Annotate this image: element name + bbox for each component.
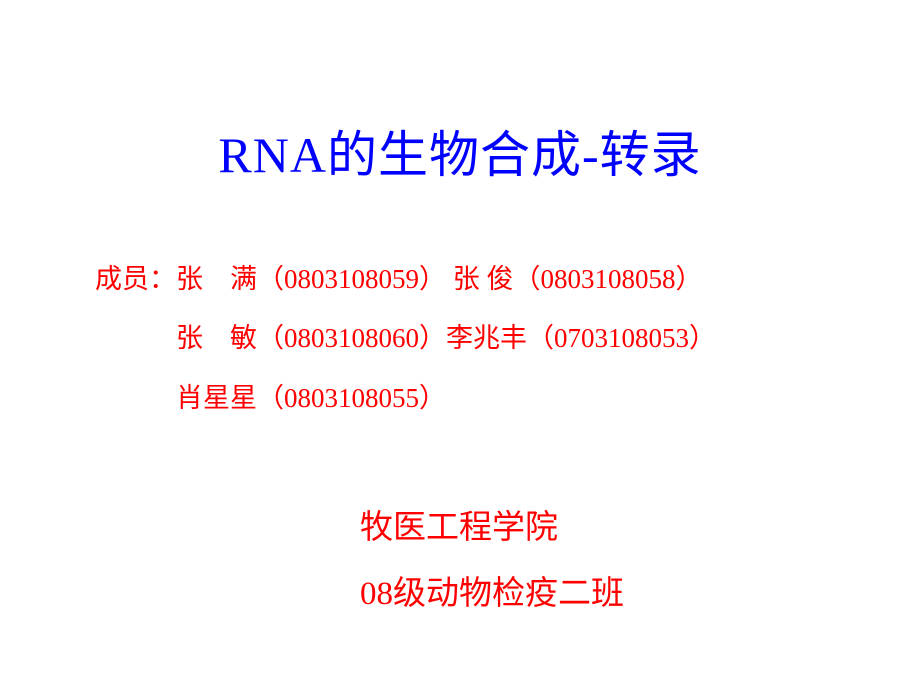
class-name: 08级动物检疫二班 (360, 561, 624, 627)
footer-section: 牧医工程学院 08级动物检疫二班 (360, 495, 624, 627)
members-row-1: 张 满（0803108059） 张 俊（0803108058） (176, 264, 703, 294)
members-section: 成员：张 满（0803108059） 张 俊（0803108058） 张 敏（0… (95, 250, 716, 428)
institution-name: 牧医工程学院 (360, 495, 624, 561)
members-line-3: 肖星星（0803108055） (95, 369, 716, 428)
members-label: 成员： (95, 264, 176, 294)
members-line-1: 成员：张 满（0803108059） 张 俊（0803108058） (95, 250, 716, 309)
slide-title: RNA的生物合成-转录 (0, 115, 920, 187)
members-line-2: 张 敏（0803108060）李兆丰（0703108053） (95, 309, 716, 368)
